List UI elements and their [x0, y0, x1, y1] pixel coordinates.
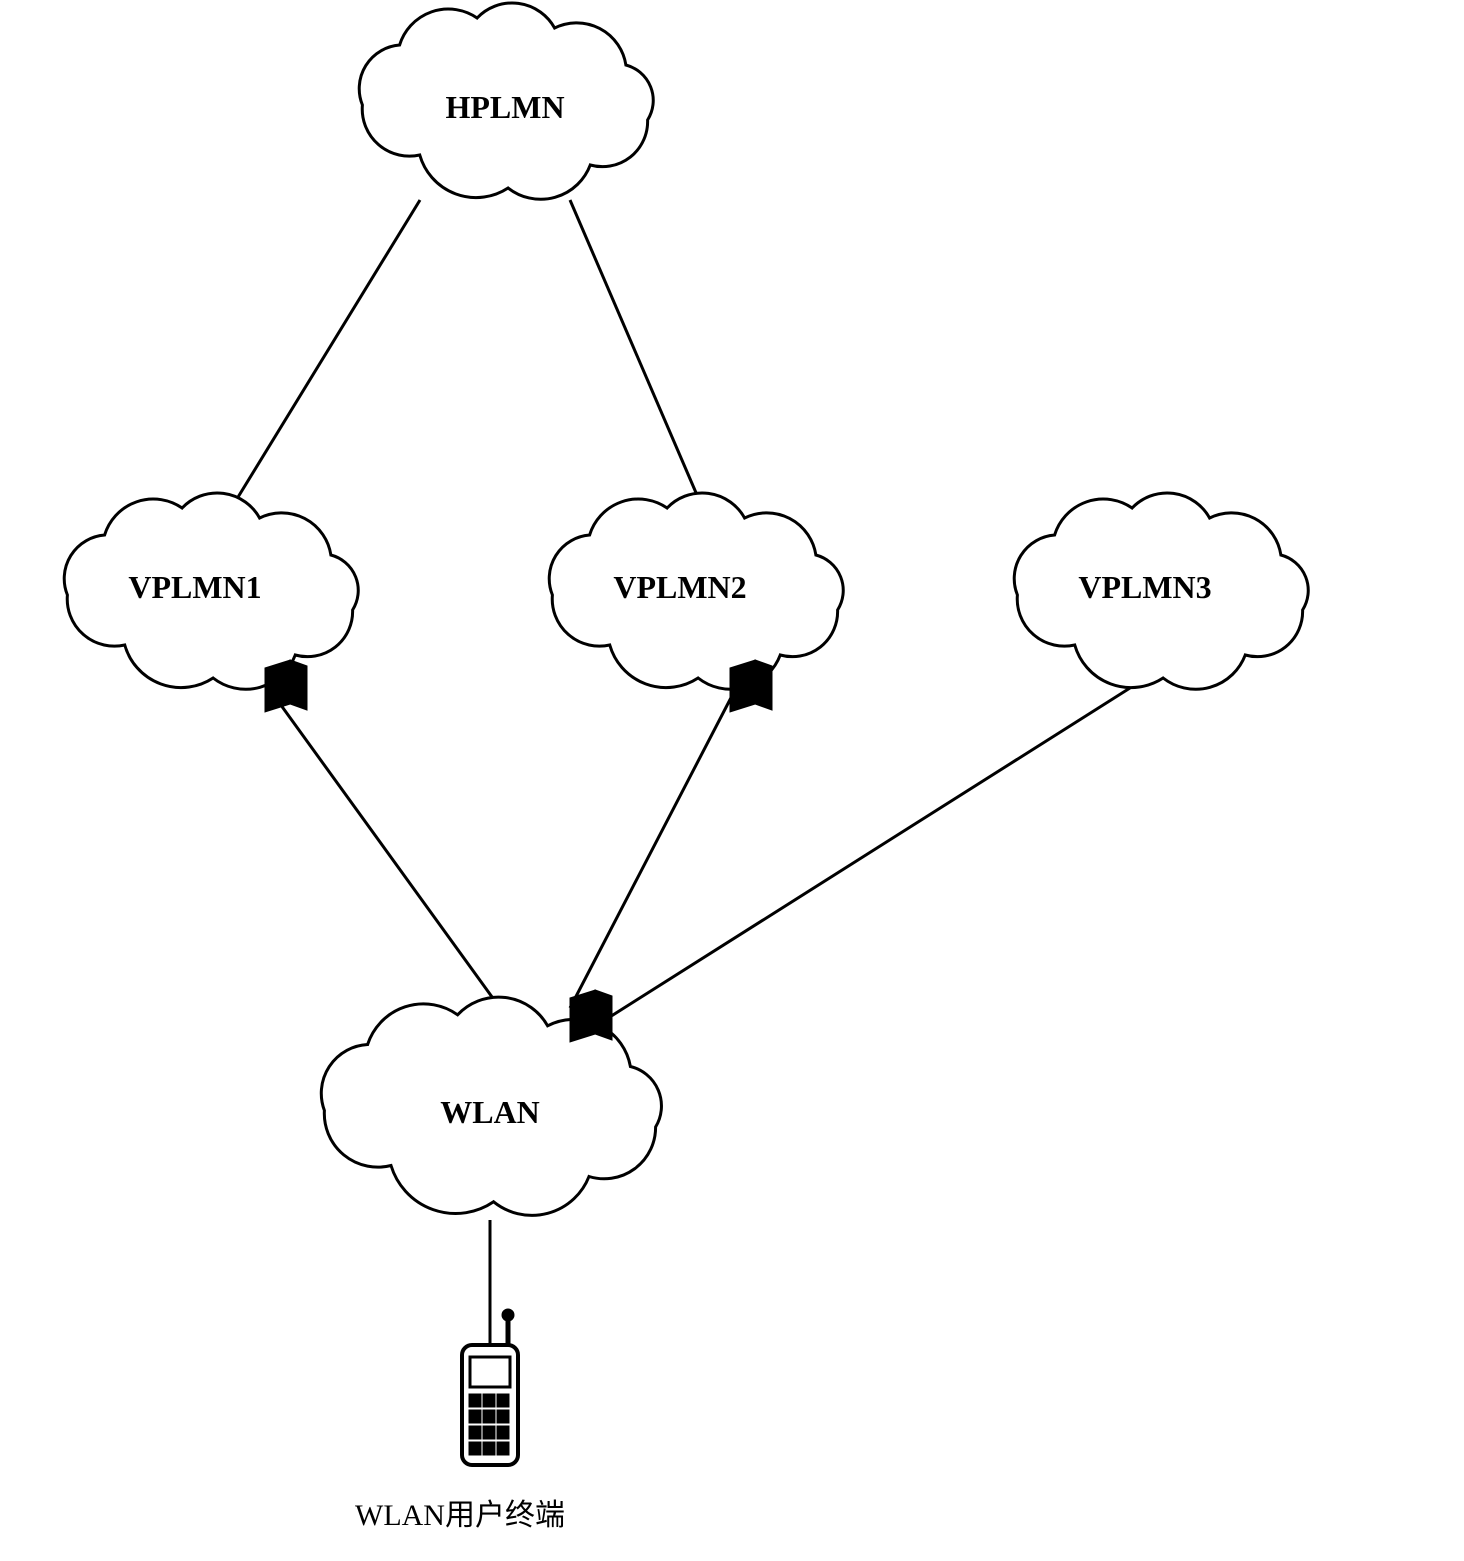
edge-vplmn1-wlan	[270, 690, 500, 1008]
aaa-proxy-icon	[570, 990, 612, 1042]
terminal-label: WLAN用户终端	[310, 1490, 610, 1534]
vplmn2-label: VPLMN2	[580, 569, 780, 606]
edge-hplmn-vplmn2	[570, 200, 700, 502]
network-diagram	[0, 0, 1464, 1561]
edge-hplmn-vplmn1	[235, 200, 420, 502]
aaa-proxy-icon	[730, 660, 772, 712]
hplmn-label: HPLMN	[405, 89, 605, 126]
edge-vplmn3-wlan	[605, 688, 1130, 1020]
aaa-proxy-icon	[265, 660, 307, 712]
wlan-label: WLAN	[390, 1094, 590, 1131]
vplmn3-label: VPLMN3	[1045, 569, 1245, 606]
edge-vplmn2-wlan	[570, 690, 735, 1008]
vplmn1-label: VPLMN1	[95, 569, 295, 606]
